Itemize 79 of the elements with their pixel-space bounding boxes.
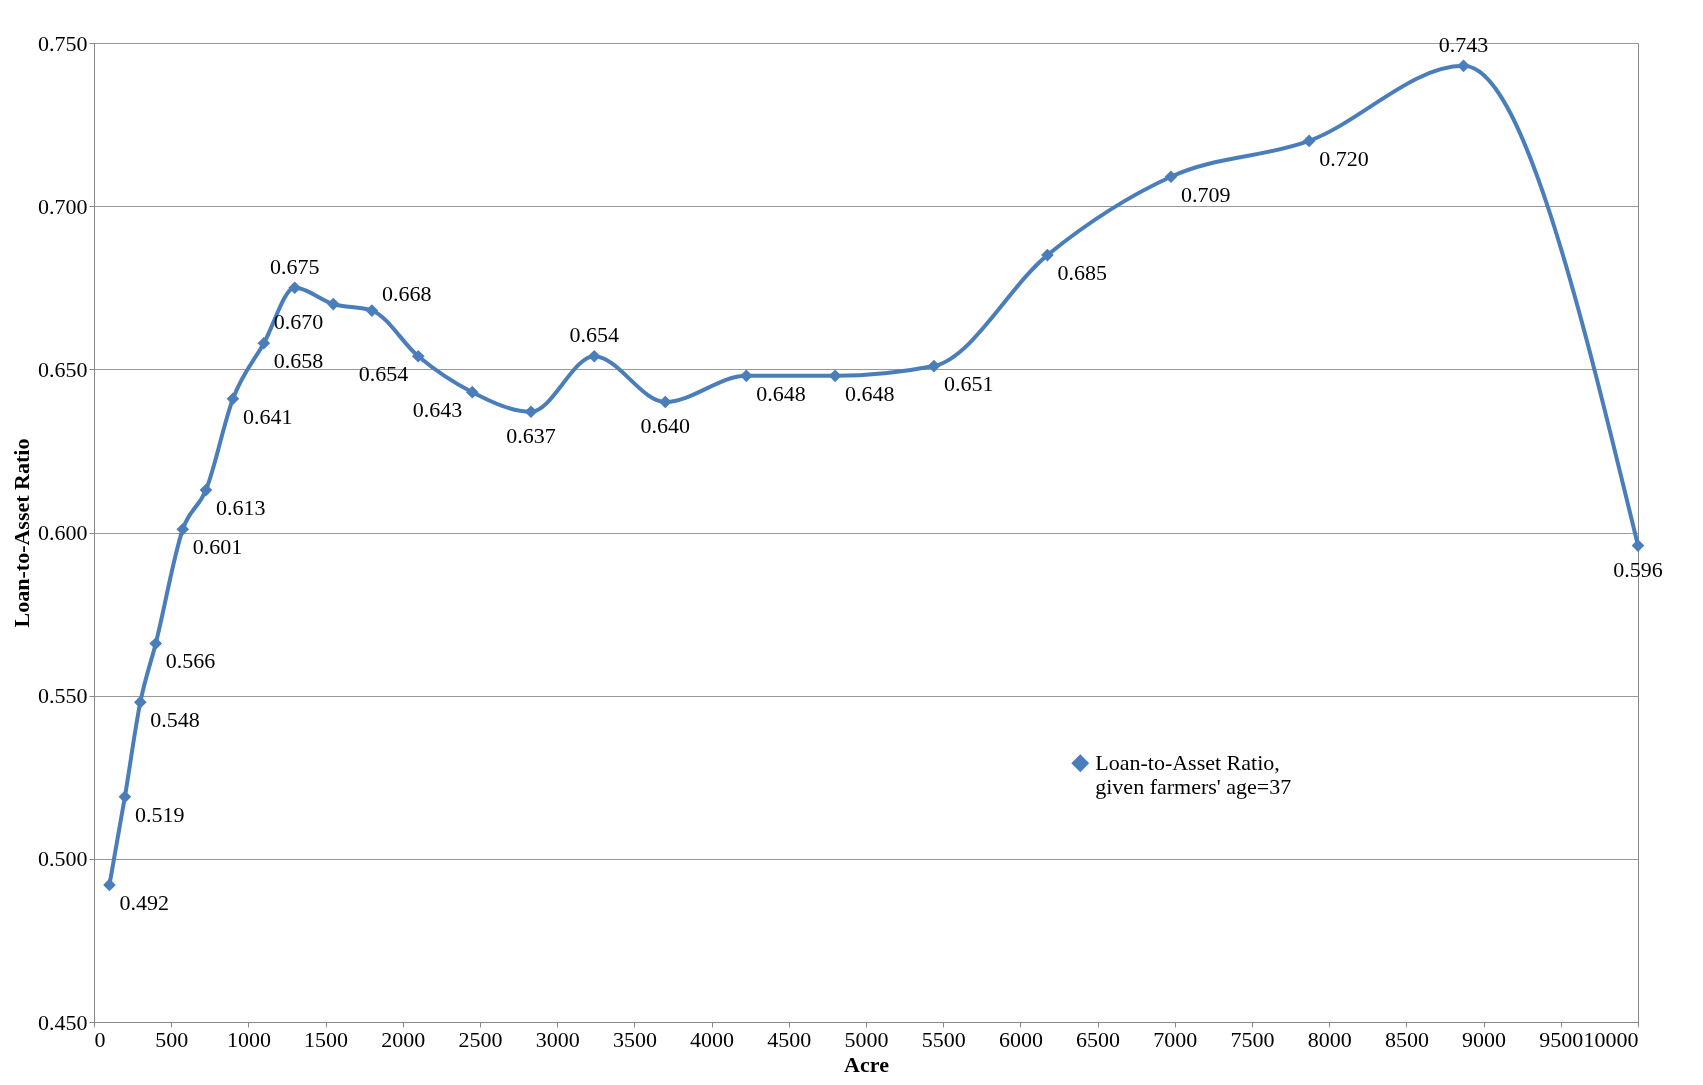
y-tick-label: 0.450	[38, 1009, 88, 1035]
x-tick-label: 6500	[1076, 1026, 1121, 1052]
point	[288, 281, 302, 295]
point	[133, 695, 147, 709]
point	[828, 369, 842, 383]
x-tick-label: 3500	[612, 1026, 657, 1052]
point	[1041, 248, 1054, 262]
legend-label: Loan-to-Asset Ratio, given farmers' age=37	[1095, 750, 1292, 800]
x-tick-label: 2500	[458, 1026, 503, 1052]
data-label: 0.492	[119, 889, 169, 915]
data-label: 0.596	[1613, 556, 1663, 582]
point	[658, 395, 672, 409]
point	[199, 483, 213, 497]
x-tick-label: 4500	[767, 1026, 812, 1052]
data-label: 0.675	[269, 253, 320, 279]
x-tick-label: 7500	[1230, 1026, 1275, 1052]
x-tick-label: 7000	[1153, 1026, 1198, 1052]
point	[524, 405, 538, 419]
point	[740, 369, 753, 383]
point	[327, 297, 340, 311]
x-tick-label: 9000	[1462, 1026, 1507, 1052]
x-tick-label: 5000	[844, 1026, 889, 1052]
data-label: 0.651	[943, 371, 994, 397]
data-label: 0.685	[1057, 260, 1107, 286]
point	[103, 878, 116, 892]
point	[1164, 170, 1178, 184]
x-tick-label: 0	[94, 1026, 106, 1052]
y-tick-label: 0.500	[38, 846, 88, 872]
data-label: 0.548	[150, 707, 200, 733]
point	[411, 349, 425, 363]
data-label: 0.670	[273, 309, 324, 335]
point	[226, 392, 240, 406]
data-label: 0.658	[273, 348, 324, 374]
point	[118, 790, 132, 804]
data-label: 0.641	[242, 403, 293, 429]
x-tick-label: 8000	[1307, 1026, 1352, 1052]
point	[257, 336, 271, 350]
data-label: 0.613	[215, 495, 266, 521]
y-axis-title: Loan-to-Asset Ratio	[9, 438, 34, 628]
x-tick-label: 8500	[1384, 1026, 1429, 1052]
x-tick-label: 1000	[226, 1026, 271, 1052]
x-tick-label: 9500	[1539, 1026, 1584, 1052]
point	[465, 385, 479, 399]
data-label: 0.720	[1319, 145, 1369, 171]
data-label: 0.668	[381, 280, 432, 306]
x-tick-label: 5500	[921, 1026, 966, 1052]
y-tick-label: 0.600	[38, 520, 88, 545]
data-label: 0.519	[134, 801, 185, 827]
data-label: 0.601	[192, 534, 243, 560]
data-label: 0.709	[1180, 181, 1231, 207]
y-tick-label: 0.650	[38, 356, 88, 382]
y-tick-label: 0.750	[38, 30, 88, 56]
data-label: 0.648	[845, 380, 895, 406]
point	[1631, 539, 1645, 552]
data-label: 0.654	[358, 361, 409, 387]
data-label: 0.637	[506, 422, 556, 448]
point	[587, 349, 601, 363]
y-tick-label: 0.700	[38, 193, 88, 219]
data-label: 0.566	[165, 648, 216, 674]
x-tick-label: 2000	[381, 1026, 426, 1052]
x-tick-label: 6000	[998, 1026, 1043, 1052]
point	[1302, 134, 1316, 148]
data-label: 0.654	[569, 322, 620, 348]
data-label: 0.648	[756, 380, 806, 406]
point	[176, 522, 190, 536]
point	[927, 359, 941, 373]
point	[365, 304, 379, 317]
point	[149, 637, 163, 650]
x-tick-label: 3000	[535, 1026, 580, 1052]
x-tick-label: 4000	[690, 1026, 735, 1052]
y-tick-label: 0.550	[38, 683, 88, 709]
data-label: 0.640	[640, 412, 691, 438]
point	[1457, 59, 1470, 73]
x-tick-label: 500	[155, 1026, 189, 1052]
data-label: 0.743	[1438, 31, 1489, 57]
x-tick-label: 10000	[1583, 1026, 1639, 1052]
data-label: 0.643	[412, 397, 463, 423]
x-tick-label: 1500	[304, 1026, 349, 1052]
x-axis-title: Acre	[844, 1051, 890, 1077]
